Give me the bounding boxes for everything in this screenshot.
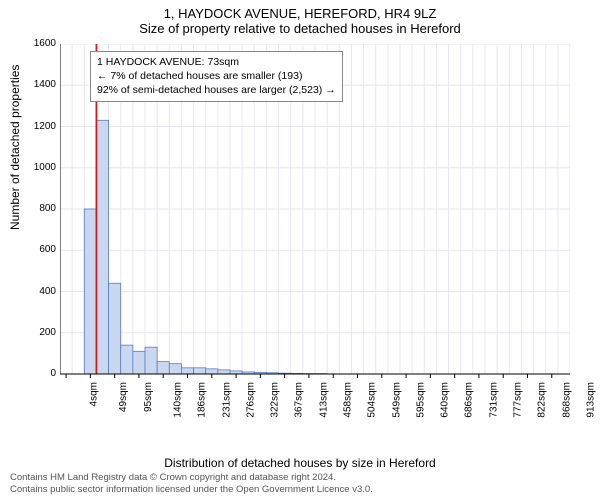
annotation-line-3: 92% of semi-detached houses are larger (… [97, 83, 336, 97]
y-axis-label: Number of detached properties [8, 65, 22, 230]
x-tick-label: 322sqm [270, 382, 281, 418]
x-tick-label: 868sqm [561, 382, 572, 418]
x-tick-label: 140sqm [173, 382, 184, 418]
x-tick-label: 549sqm [391, 382, 402, 418]
y-tick-label: 1200 [24, 121, 56, 132]
annotation-box: 1 HAYDOCK AVENUE: 73sqm ← 7% of detached… [90, 51, 343, 102]
y-tick-label: 200 [24, 327, 56, 338]
y-tick-label: 400 [24, 286, 56, 297]
x-tick-label: 640sqm [440, 382, 451, 418]
y-tick-label: 0 [24, 368, 56, 379]
x-tick-label: 95sqm [143, 382, 154, 412]
x-tick-label: 777sqm [513, 382, 524, 418]
x-tick-label: 413sqm [318, 382, 329, 418]
x-tick-label: 913sqm [585, 382, 596, 418]
x-tick-label: 504sqm [367, 382, 378, 418]
y-tick-label: 1400 [24, 79, 56, 90]
footer-line-2: Contains public sector information licen… [10, 484, 590, 496]
chart-title: 1, HAYDOCK AVENUE, HEREFORD, HR4 9LZ Siz… [0, 0, 600, 36]
x-tick-label: 49sqm [118, 382, 129, 412]
x-tick-label: 686sqm [464, 382, 475, 418]
y-tick-label: 800 [24, 203, 56, 214]
x-tick-label: 186sqm [197, 382, 208, 418]
footer-line-1: Contains HM Land Registry data © Crown c… [10, 472, 590, 484]
x-tick-label: 822sqm [537, 382, 548, 418]
annotation-line-1: 1 HAYDOCK AVENUE: 73sqm [97, 55, 336, 69]
x-tick-label: 231sqm [221, 382, 232, 418]
x-tick-label: 595sqm [415, 382, 426, 418]
x-tick-label: 276sqm [245, 382, 256, 418]
annotation-line-2: ← 7% of detached houses are smaller (193… [97, 69, 336, 83]
title-line-1: 1, HAYDOCK AVENUE, HEREFORD, HR4 9LZ [0, 6, 600, 21]
x-tick-label: 458sqm [343, 382, 354, 418]
x-axis-label: Distribution of detached houses by size … [0, 456, 600, 470]
x-tick-label: 731sqm [488, 382, 499, 418]
footer-attribution: Contains HM Land Registry data © Crown c… [10, 472, 590, 496]
y-tick-label: 600 [24, 244, 56, 255]
chart-area: 1 HAYDOCK AVENUE: 73sqm ← 7% of detached… [60, 44, 570, 414]
title-line-2: Size of property relative to detached ho… [0, 21, 600, 36]
x-tick-label: 367sqm [294, 382, 305, 418]
y-tick-label: 1000 [24, 162, 56, 173]
y-tick-label: 1600 [24, 38, 56, 49]
x-tick-label: 4sqm [89, 382, 100, 406]
